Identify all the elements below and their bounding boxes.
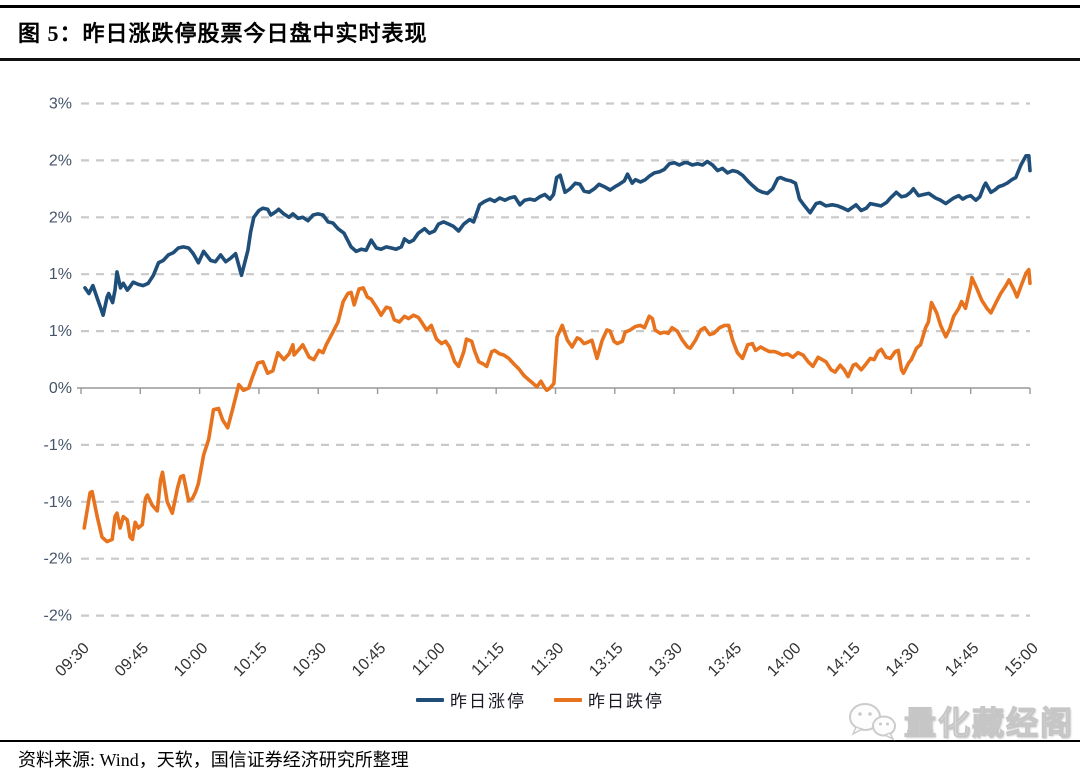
legend-line-swatch-limit-up <box>416 697 444 702</box>
legend-item-limit-down: 昨日跌停 <box>554 687 664 712</box>
svg-text:14:15: 14:15 <box>824 640 864 680</box>
watermark: 量化藏经阁 <box>846 698 1074 744</box>
svg-text:13:45: 13:45 <box>705 640 745 680</box>
legend-label-limit-up: 昨日涨停 <box>450 692 526 711</box>
svg-text:1%: 1% <box>49 266 72 283</box>
svg-text:10:15: 10:15 <box>230 640 270 680</box>
svg-text:14:00: 14:00 <box>764 640 804 680</box>
svg-text:10:30: 10:30 <box>290 640 330 680</box>
source-divider <box>0 740 1080 742</box>
legend-line-swatch-limit-down <box>554 697 582 702</box>
watermark-text: 量化藏经阁 <box>903 704 1074 741</box>
gridlines <box>77 102 1030 617</box>
svg-text:2%: 2% <box>49 152 72 169</box>
svg-text:13:15: 13:15 <box>586 640 626 680</box>
chart-legend: 昨日涨停 昨日跌停 <box>0 687 1080 712</box>
svg-text:11:15: 11:15 <box>469 640 509 680</box>
svg-text:14:30: 14:30 <box>883 640 923 680</box>
svg-text:13:30: 13:30 <box>646 640 686 680</box>
svg-text:11:30: 11:30 <box>528 640 568 680</box>
legend-item-limit-up: 昨日涨停 <box>416 687 526 712</box>
svg-text:10:45: 10:45 <box>349 640 389 680</box>
svg-text:-2%: -2% <box>44 551 72 568</box>
top-rule <box>0 5 1080 8</box>
svg-text:1%: 1% <box>49 323 72 340</box>
svg-text:-1%: -1% <box>44 494 72 511</box>
series-line-limit-down <box>82 267 1032 544</box>
svg-text:2%: 2% <box>49 209 72 226</box>
legend-label-limit-down: 昨日跌停 <box>588 692 664 711</box>
series-line-limit-up <box>83 154 1032 317</box>
figure-title: 图 5：昨日涨跌停股票今日盘中实时表现 <box>18 21 428 46</box>
wechat-chat-bubbles-icon <box>848 703 896 741</box>
svg-text:3%: 3% <box>49 96 72 113</box>
x-axis-labels: 09:30 09:45 10:00 10:15 10:30 10:45 11:00 11:15… <box>52 640 1041 680</box>
svg-text:14:45: 14:45 <box>942 640 982 680</box>
svg-text:09:45: 09:45 <box>112 640 152 680</box>
x-axis-ticks <box>80 388 1031 394</box>
title-divider <box>0 58 1080 61</box>
svg-text:09:30: 09:30 <box>52 640 92 680</box>
source-note: 资料来源: Wind，天软，国信证券经济研究所整理 <box>18 750 409 770</box>
svg-text:11:00: 11:00 <box>409 640 449 680</box>
y-axis-labels: 3% 2% 2% 1% 1% 0% -1% -1% -2% -2% <box>44 96 72 625</box>
svg-text:10:00: 10:00 <box>171 640 211 680</box>
svg-text:0%: 0% <box>49 380 72 397</box>
svg-text:15:00: 15:00 <box>1001 640 1041 680</box>
svg-text:-2%: -2% <box>44 608 72 625</box>
svg-text:-1%: -1% <box>44 437 72 454</box>
